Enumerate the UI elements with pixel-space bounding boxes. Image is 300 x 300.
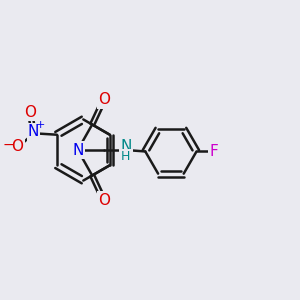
Text: +: +	[35, 120, 45, 130]
Text: O: O	[98, 193, 110, 208]
Text: −: −	[2, 138, 14, 152]
Text: N: N	[120, 139, 131, 154]
Text: N: N	[28, 124, 39, 139]
Text: O: O	[98, 92, 110, 107]
Text: O: O	[12, 139, 24, 154]
Text: F: F	[209, 144, 218, 159]
Text: H: H	[121, 150, 130, 163]
Text: N: N	[72, 142, 83, 158]
Text: O: O	[24, 105, 36, 120]
